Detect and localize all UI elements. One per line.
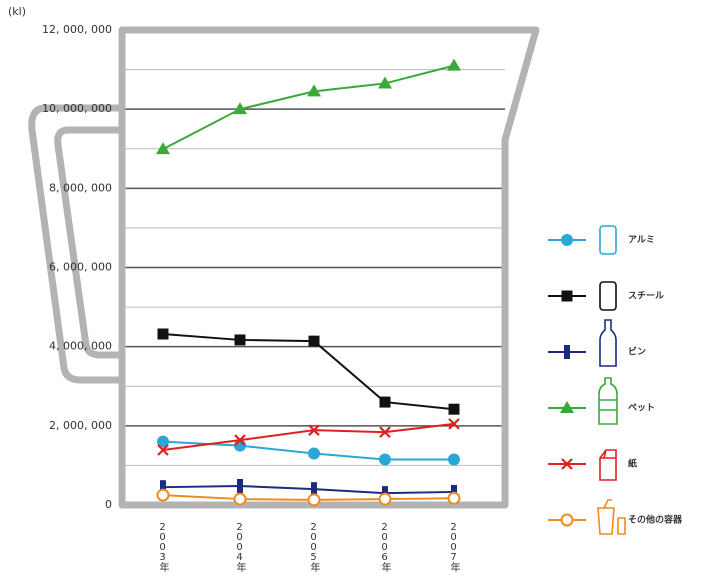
legend-label: アルミ	[628, 235, 655, 246]
marker	[562, 291, 573, 302]
marker	[564, 345, 570, 359]
marker	[235, 334, 246, 345]
legend-label: スチール	[628, 291, 664, 302]
series-line	[163, 66, 454, 150]
marker	[309, 336, 320, 347]
y-tick-label: 4, 000, 000	[49, 340, 112, 353]
y-tick-label: 8, 000, 000	[49, 181, 112, 194]
marker	[447, 59, 461, 71]
x-tick-label: 2005年	[308, 522, 320, 573]
marker	[379, 453, 391, 465]
y-tick-label: 6, 000, 000	[49, 261, 112, 274]
series-line	[163, 486, 454, 493]
y-tick-label: 2, 000, 000	[49, 419, 112, 432]
y-unit: (kl)	[8, 5, 26, 18]
x-tick-label: 2007年	[448, 522, 460, 573]
marker	[158, 490, 169, 501]
marker	[449, 404, 460, 415]
marker	[561, 234, 573, 246]
marker	[562, 515, 573, 526]
legend-label: 紙	[628, 458, 637, 470]
carton-icon	[600, 450, 616, 480]
can-icon	[600, 282, 616, 310]
y-tick-label: 12, 000, 000	[42, 23, 112, 36]
series-line	[163, 424, 454, 450]
chart: (kl) 0 2, 000, 000 4, 000, 000 6, 000, 000 8…	[0, 0, 702, 580]
x-tick-label: 2004年	[234, 522, 246, 573]
marker	[449, 493, 460, 504]
marker	[237, 479, 243, 493]
legend-icons	[598, 226, 625, 534]
cup-icon	[598, 500, 625, 534]
x-tick-label: 2006年	[379, 522, 391, 573]
marker	[235, 494, 246, 505]
y-tick-label: 10, 000, 000	[42, 102, 112, 115]
marker	[448, 453, 460, 465]
marker	[156, 142, 170, 154]
marker	[309, 494, 320, 505]
legend-label: ペット	[628, 403, 655, 414]
legend-label: その他の容器	[628, 514, 683, 526]
can-icon	[600, 226, 616, 254]
marker	[158, 329, 169, 340]
y-tick-label: 0	[105, 498, 112, 511]
legend-label: ビン	[628, 346, 646, 358]
marker	[380, 397, 391, 408]
x-tick-label: 2003年	[157, 522, 169, 573]
marker	[380, 494, 391, 505]
marker	[308, 448, 320, 460]
bottle-icon	[600, 320, 616, 366]
pet-icon	[599, 378, 617, 424]
